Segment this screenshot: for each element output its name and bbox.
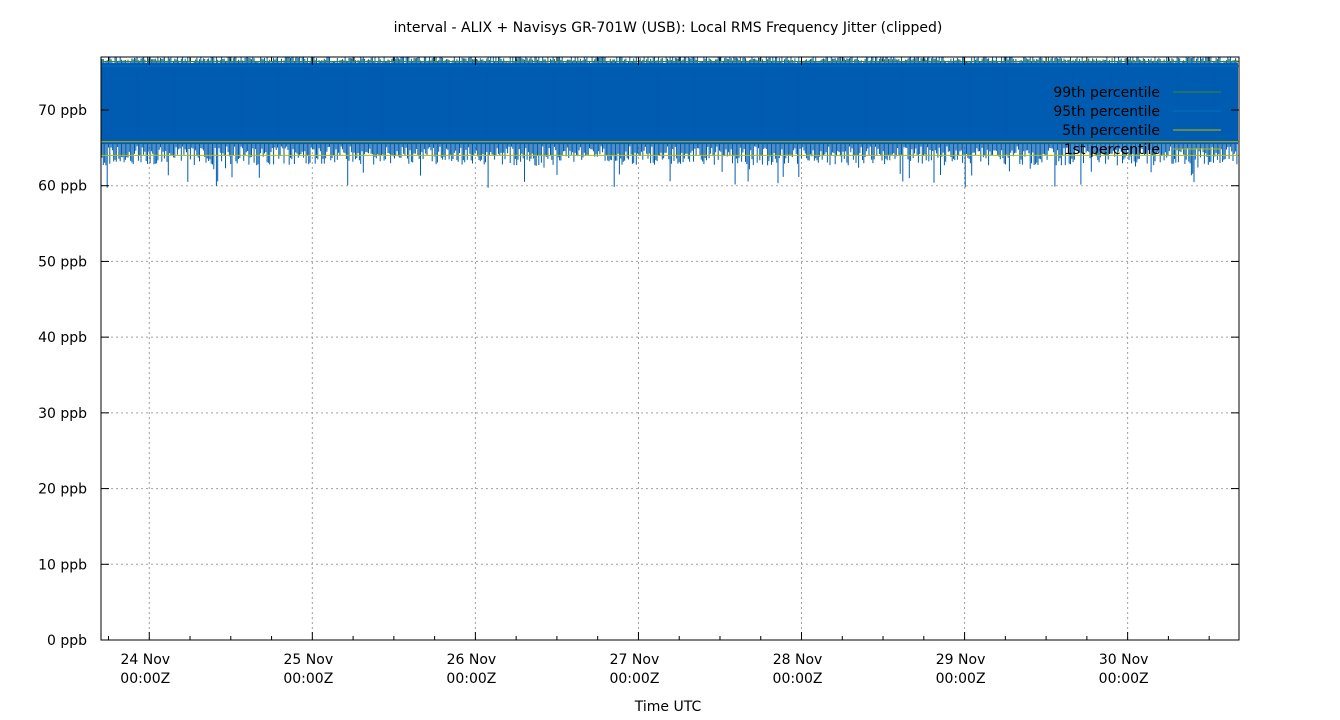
- x-tick-label-time: 00:00Z: [936, 671, 986, 687]
- x-tick-label-time: 00:00Z: [609, 671, 659, 687]
- y-tick-label: 30 ppb: [38, 406, 87, 422]
- legend-label: 1st percentile: [1064, 142, 1160, 158]
- plot-frame: [100, 56, 1240, 641]
- x-tick-label-day: 24 Nov: [120, 652, 170, 668]
- x-axis: 24 Nov 00:00Z 25 Nov 00:00Z 26 Nov 00:00Z 27 N…: [108, 57, 1210, 687]
- y-tick-label: 20 ppb: [38, 482, 87, 498]
- legend-label: 5th percentile: [1062, 123, 1160, 139]
- x-axis-label: Time UTC: [634, 699, 702, 715]
- y-tick-label: 60 ppb: [38, 179, 87, 195]
- y-tick-label: 0 ppb: [47, 633, 87, 649]
- y-axis: 0 ppb 10 ppb 20 ppb 30 ppb 40 ppb 50 ppb 60 pp…: [38, 103, 1239, 649]
- x-tick-label-time: 00:00Z: [773, 671, 823, 687]
- legend-label: 95th percentile: [1053, 104, 1160, 120]
- x-tick-label-day: 30 Nov: [1099, 652, 1149, 668]
- legend: 99th percentile 95th percentile 5th percen…: [1053, 85, 1221, 158]
- legend-label: 99th percentile: [1053, 85, 1160, 101]
- y-tick-label: 40 ppb: [38, 330, 87, 346]
- y-tick-label: 10 ppb: [38, 557, 87, 573]
- y-tick-label: 70 ppb: [38, 103, 87, 119]
- chart-title: interval - ALIX + Navisys GR-701W (USB):…: [394, 20, 943, 36]
- x-tick-label-day: 29 Nov: [936, 652, 986, 668]
- x-tick-label-day: 25 Nov: [284, 652, 334, 668]
- x-tick-label-time: 00:00Z: [446, 671, 496, 687]
- x-tick-label-day: 26 Nov: [447, 652, 497, 668]
- x-tick-label-time: 00:00Z: [283, 671, 333, 687]
- y-tick-label: 50 ppb: [38, 254, 87, 270]
- jitter-series: [101, 57, 1238, 188]
- x-tick-label-day: 28 Nov: [773, 652, 823, 668]
- series-area: [101, 57, 1239, 188]
- x-tick-label-time: 00:00Z: [1099, 671, 1149, 687]
- x-tick-label-day: 27 Nov: [610, 652, 660, 668]
- x-tick-label-time: 00:00Z: [120, 671, 170, 687]
- grid: [101, 57, 1239, 640]
